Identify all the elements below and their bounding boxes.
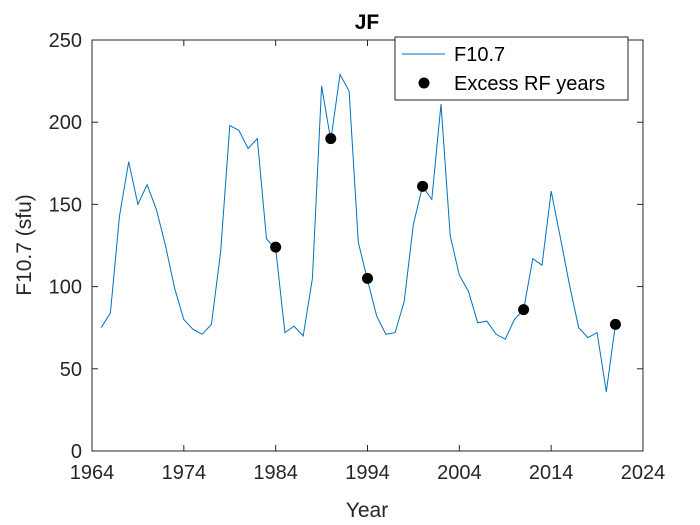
f107-point bbox=[403, 300, 406, 303]
y-tick-label: 250 bbox=[49, 30, 82, 52]
f107-point bbox=[513, 318, 516, 321]
f107-point bbox=[439, 103, 442, 106]
f107-point bbox=[531, 257, 534, 260]
y-tick-label: 50 bbox=[60, 359, 82, 381]
f107-point bbox=[394, 331, 397, 334]
f107-point bbox=[311, 277, 314, 280]
f107-point bbox=[146, 183, 149, 186]
plot-area bbox=[92, 40, 643, 451]
f107-point bbox=[256, 137, 259, 140]
f107-point bbox=[430, 198, 433, 201]
x-tick-label: 1964 bbox=[70, 462, 115, 484]
f107-line bbox=[100, 72, 616, 392]
excess-rf-marker bbox=[417, 180, 429, 192]
legend-label-excess-rf: Excess RF years bbox=[454, 73, 605, 95]
f107-point bbox=[247, 147, 250, 150]
f107-point bbox=[100, 326, 103, 329]
f107-point bbox=[109, 311, 112, 314]
f107-point bbox=[136, 203, 139, 206]
x-tick-label: 2024 bbox=[621, 462, 666, 484]
x-tick-label: 1994 bbox=[345, 462, 390, 484]
f107-point bbox=[210, 323, 213, 326]
f107-point bbox=[458, 274, 461, 277]
excess-rf-marker bbox=[609, 318, 621, 330]
f107-point bbox=[596, 331, 599, 334]
f107-point bbox=[320, 85, 323, 88]
excess-rf-marker bbox=[325, 133, 337, 145]
f107-point bbox=[577, 326, 580, 329]
excess-rf-marker bbox=[270, 241, 282, 253]
chart-title: JF bbox=[355, 11, 380, 34]
f107-point bbox=[265, 237, 268, 240]
legend-box bbox=[394, 36, 629, 101]
f107-point bbox=[476, 321, 479, 324]
f107-point bbox=[302, 334, 305, 337]
x-tick-label: 1984 bbox=[253, 462, 298, 484]
legend-label-f107: F10.7 bbox=[454, 44, 505, 66]
excess-rf-marker bbox=[362, 272, 373, 284]
f107-point bbox=[348, 89, 351, 92]
f107-point bbox=[182, 318, 185, 321]
f107-point bbox=[375, 315, 378, 318]
plot-layer bbox=[100, 72, 621, 393]
axes: 1964 1974 1984 1994 2004 2014 2024 0 50 100 150 200… bbox=[49, 30, 666, 484]
f107-point bbox=[127, 160, 130, 163]
y-tick-label: 100 bbox=[49, 277, 82, 299]
f107-point bbox=[550, 190, 553, 193]
x-axis-label: Year bbox=[346, 499, 388, 522]
f107-point bbox=[192, 328, 195, 331]
f107-point bbox=[504, 338, 507, 341]
f107-point bbox=[568, 283, 571, 286]
y-tick-label: 200 bbox=[49, 112, 82, 134]
f107-point bbox=[283, 331, 286, 334]
x-tick-label: 2004 bbox=[437, 462, 482, 484]
y-tick-label: 0 bbox=[71, 441, 82, 463]
f107-point bbox=[485, 320, 488, 323]
f107-point bbox=[495, 333, 498, 336]
f107-point bbox=[219, 251, 222, 254]
legend: F10.7 Excess RF years bbox=[394, 36, 629, 101]
f107-point bbox=[449, 234, 452, 237]
f107-point bbox=[118, 214, 121, 217]
f107-point bbox=[467, 290, 470, 293]
f107-point bbox=[412, 223, 415, 226]
f107-point bbox=[173, 287, 176, 290]
f107-point bbox=[384, 333, 387, 336]
y-axis-label: F10.7 (sfu) bbox=[13, 194, 36, 296]
f107-point bbox=[293, 325, 296, 328]
x-tick-label: 2014 bbox=[529, 462, 574, 484]
y-tick-label: 150 bbox=[49, 194, 82, 216]
f107-point bbox=[338, 73, 341, 76]
f107-point bbox=[357, 241, 360, 244]
f107-point bbox=[155, 208, 158, 211]
f107-point bbox=[605, 390, 608, 393]
f107-point bbox=[164, 244, 167, 247]
x-tick-label: 1974 bbox=[162, 462, 207, 484]
f107-point bbox=[237, 129, 240, 132]
f107-point bbox=[586, 336, 589, 339]
f107-point bbox=[540, 264, 543, 267]
f107-point bbox=[559, 236, 562, 239]
f107-point bbox=[201, 333, 204, 336]
legend-marker-swatch bbox=[418, 77, 430, 89]
excess-rf-marker bbox=[518, 304, 530, 316]
f107-point bbox=[228, 124, 231, 127]
